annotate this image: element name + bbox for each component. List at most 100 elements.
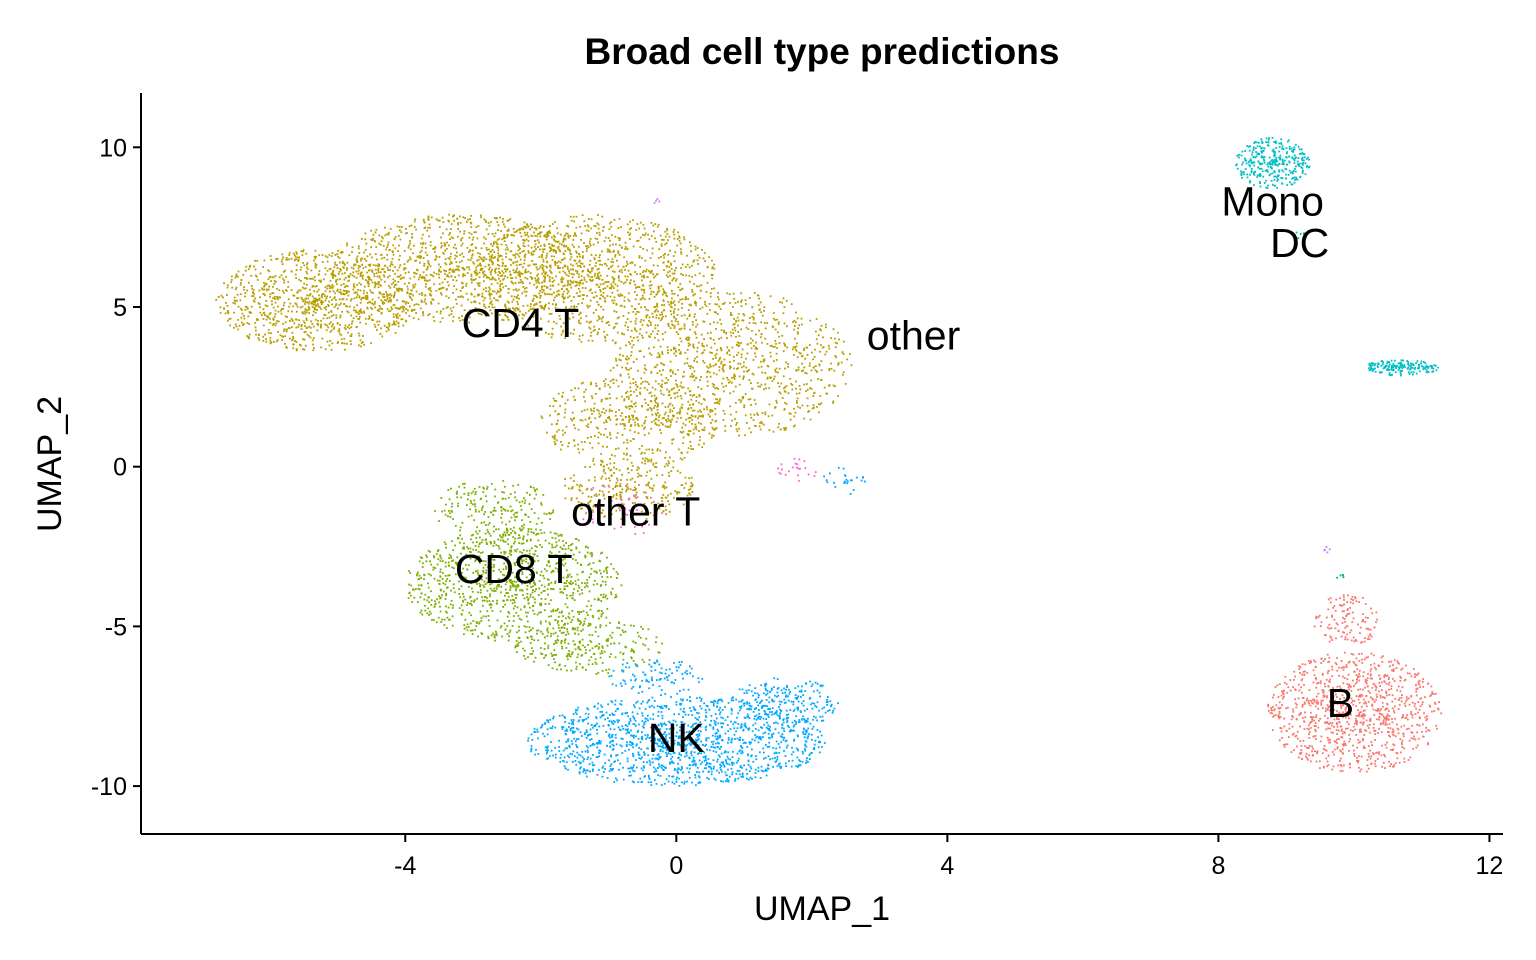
data-point [549, 250, 551, 253]
data-point [717, 359, 720, 362]
data-point [358, 310, 361, 312]
data-point [435, 289, 438, 292]
data-point [253, 265, 255, 268]
data-point [462, 600, 464, 603]
data-point [274, 313, 277, 315]
data-point [290, 270, 293, 273]
data-point [659, 385, 662, 387]
data-point [549, 414, 551, 417]
data-point [364, 232, 367, 235]
data-point [375, 264, 377, 267]
data-point [702, 345, 705, 347]
data-point [661, 333, 664, 335]
data-point [481, 267, 484, 270]
data-point [611, 258, 614, 261]
data-point [570, 499, 573, 501]
data-point [650, 290, 653, 293]
data-point [498, 255, 501, 258]
data-point [356, 284, 358, 286]
data-point [470, 281, 473, 284]
data-point [316, 329, 319, 332]
data-point [493, 590, 495, 592]
data-point [648, 238, 651, 241]
data-point [389, 269, 391, 271]
data-point [679, 471, 682, 474]
data-point [331, 342, 334, 345]
data-point [310, 320, 312, 323]
data-point [326, 324, 328, 327]
data-point [507, 234, 509, 237]
data-point [665, 242, 668, 244]
data-point [617, 252, 620, 254]
data-point [771, 380, 774, 382]
data-point [578, 313, 580, 316]
data-point [283, 330, 285, 332]
data-point [448, 271, 451, 274]
data-point [809, 418, 812, 421]
data-point [628, 300, 631, 303]
data-point [578, 319, 580, 322]
data-point [553, 239, 556, 242]
data-point [363, 258, 366, 260]
data-point [718, 369, 721, 372]
data-point [358, 282, 361, 285]
data-point [613, 326, 616, 328]
data-point [691, 264, 693, 267]
data-point [641, 405, 644, 408]
data-point [805, 372, 808, 375]
data-point [303, 282, 306, 285]
data-point [452, 271, 454, 273]
data-point [399, 238, 402, 241]
data-point [583, 441, 586, 443]
data-point [738, 427, 740, 430]
data-point [428, 313, 431, 315]
data-point [383, 302, 386, 305]
data-point [641, 461, 644, 464]
data-point [662, 484, 665, 487]
data-point [620, 268, 623, 271]
data-point [541, 291, 544, 294]
data-point [612, 287, 615, 289]
data-point [517, 307, 520, 310]
data-point [579, 489, 582, 492]
data-point [686, 263, 689, 266]
data-point [444, 583, 447, 586]
data-point [512, 598, 514, 601]
data-point [361, 263, 363, 266]
data-point [645, 308, 648, 311]
data-point [660, 373, 663, 376]
data-point [462, 286, 464, 288]
data-point [631, 339, 634, 342]
data-point [678, 411, 681, 414]
data-point [655, 241, 658, 243]
data-point [687, 434, 690, 437]
data-point [666, 346, 669, 349]
data-point [643, 387, 646, 389]
data-point [662, 338, 665, 341]
data-point [339, 291, 342, 294]
data-point [233, 311, 235, 314]
data-point [453, 285, 455, 287]
data-point [524, 268, 527, 271]
data-point [821, 346, 824, 349]
data-point [557, 240, 560, 243]
data-point [497, 257, 499, 260]
data-point [548, 280, 551, 283]
data-point [828, 347, 831, 350]
data-point [680, 451, 683, 454]
data-point [320, 279, 322, 282]
data-point [444, 258, 447, 261]
data-point [355, 257, 358, 260]
data-point [638, 484, 640, 486]
data-point [563, 416, 566, 419]
data-point [445, 270, 447, 272]
data-point [239, 307, 242, 310]
data-point [488, 293, 491, 296]
data-point [660, 422, 663, 424]
data-point [695, 301, 698, 304]
data-point [596, 232, 598, 234]
data-point [543, 248, 546, 251]
data-point [618, 218, 621, 220]
data-point [518, 270, 521, 273]
data-point [380, 327, 382, 330]
